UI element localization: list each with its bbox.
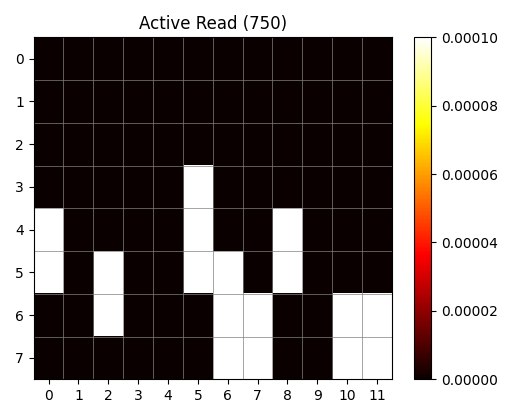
Title: Active Read (750): Active Read (750): [139, 15, 287, 33]
